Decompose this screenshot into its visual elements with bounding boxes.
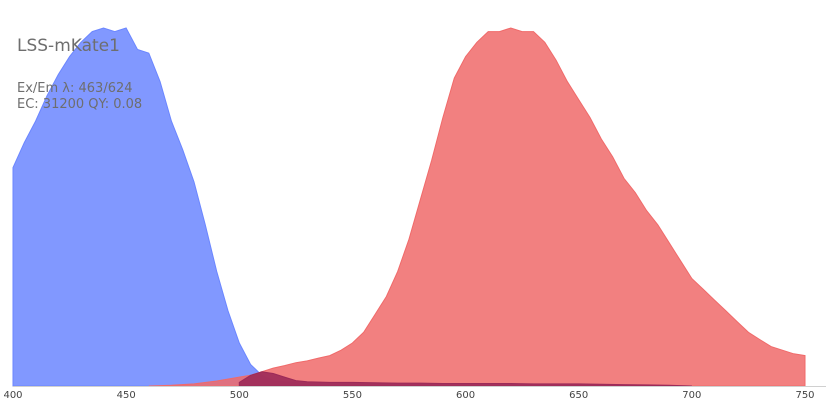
x-tick-label-400: 400	[3, 390, 22, 401]
series-layer	[12, 27, 806, 387]
x-tick-label-650: 650	[569, 390, 588, 401]
ex-em-label: Ex/Em λ: 463/624	[17, 81, 133, 96]
x-tick-label-750: 750	[795, 390, 814, 401]
x-axis-ticks: 400 450 500 550 600 650 700 750	[3, 390, 814, 401]
x-tick-label-700: 700	[682, 390, 701, 401]
overlap-area	[238, 371, 692, 387]
x-tick-label-600: 600	[456, 390, 475, 401]
x-tick-label-550: 550	[343, 390, 362, 401]
ec-qy-label: EC: 31200 QY: 0.08	[17, 97, 143, 112]
chart-title: LSS-mKate1	[17, 36, 120, 56]
emission-area	[148, 27, 806, 387]
x-tick-label-450: 450	[117, 390, 136, 401]
x-tick-label-500: 500	[230, 390, 249, 401]
